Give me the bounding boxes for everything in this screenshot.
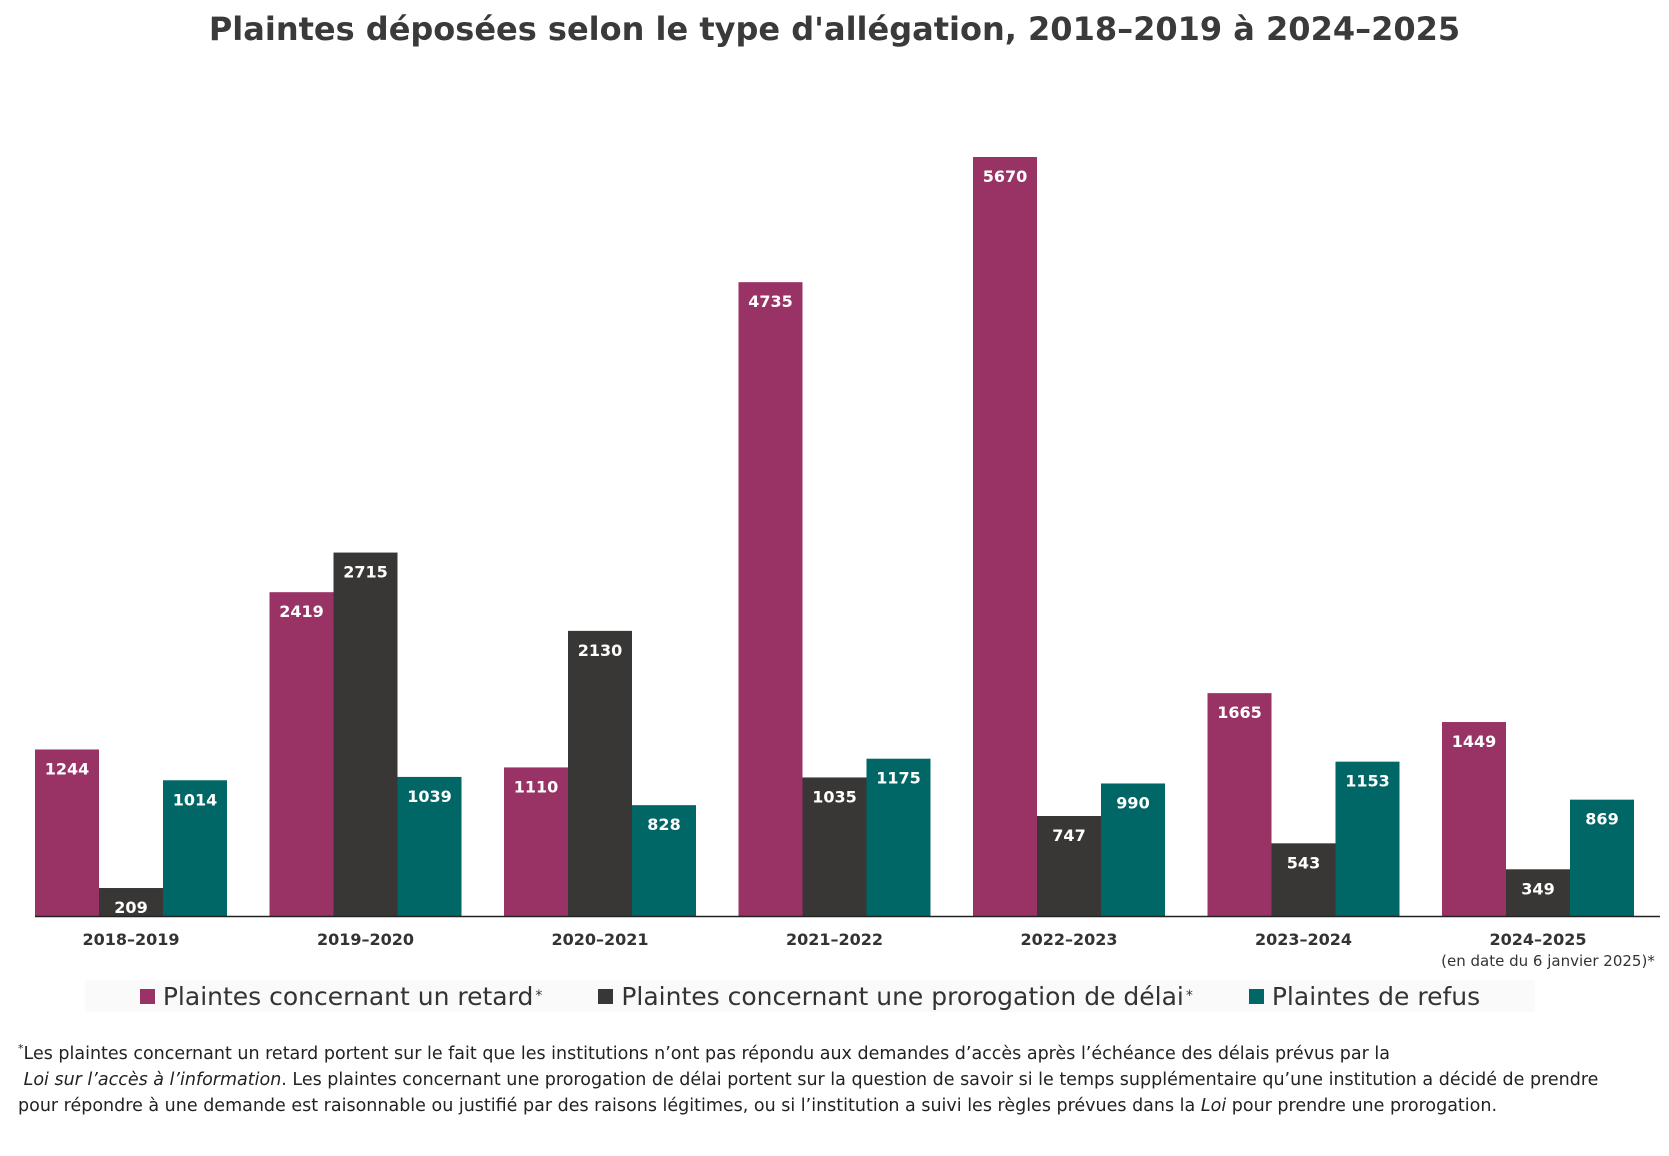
bar-group-1: 2419 2715 1039 [269,552,462,916]
bar-prorogation-6 [1506,869,1570,916]
bar-prorogation-1 [333,552,398,916]
x-tick-label-3: 2021–2022 [786,930,883,949]
bar-label-refus-5: 1153 [1345,772,1390,791]
bar-refus-1 [397,776,462,916]
bar-label-refus-2: 828 [647,815,680,834]
x-tick-label-4: 2022–2023 [1020,930,1117,949]
bar-retard-1 [269,592,334,916]
legend-label-refus: Plaintes de refus [1271,981,1481,1011]
chart-title: Plaintes déposées selon le type d'alléga… [208,10,1461,48]
x-tick-label-1: 2019–2020 [317,930,414,949]
bar-group-0: 1244 209 1014 [35,749,227,917]
legend-swatch-prorogation [598,988,614,1004]
legend-item-refus: Plaintes de refus [1248,981,1481,1011]
bar-prorogation-5 [1271,843,1336,916]
bar-retard-2 [504,767,568,916]
bar-label-retard-2: 1110 [514,777,559,796]
bar-chart: 1244 209 1014 2018–2019 2419 2715 1039 2019–202… [35,157,1660,970]
bar-label-retard-6: 1449 [1452,732,1497,751]
bar-group-3: 4735 1035 1175 [738,282,931,916]
bar-refus-6 [1570,799,1634,916]
bar-refus-0 [163,780,227,916]
bar-retard-0 [35,749,99,916]
footnote-part3: pour prendre une prorogation. [1226,1095,1498,1116]
legend-asterisk-retard: * [535,988,543,1004]
bar-label-prorogation-3: 1035 [812,787,857,806]
bar-label-refus-6: 869 [1585,810,1618,829]
bar-label-prorogation-5: 543 [1287,853,1320,872]
footnote-marker: * [18,1042,24,1055]
x-tick-note-6: (en date du 6 janvier 2025)* [1441,952,1655,970]
bar-label-prorogation-6: 349 [1521,879,1554,898]
bar-label-refus-1: 1039 [407,787,452,806]
x-tick-label-5: 2023–2024 [1255,930,1352,949]
bar-retard-6 [1442,722,1506,916]
bar-label-refus-4: 990 [1116,793,1149,812]
bar-retard-4 [973,157,1037,916]
bar-prorogation-4 [1037,816,1101,916]
bar-label-prorogation-0: 209 [114,898,147,917]
bar-refus-2 [632,805,696,916]
bar-label-retard-5: 1665 [1217,703,1262,722]
bar-prorogation-0 [99,888,163,916]
legend-asterisk-prorogation: * [1185,988,1193,1004]
bar-label-prorogation-4: 747 [1052,826,1085,845]
x-tick-label-6: 2024–2025 [1489,930,1586,949]
bar-refus-5 [1335,761,1400,916]
legend-swatch-refus [1248,988,1264,1004]
bar-retard-5 [1207,693,1272,916]
x-tick-label-0: 2018–2019 [82,930,179,949]
bar-label-retard-4: 5670 [983,167,1028,186]
bar-refus-4 [1101,783,1165,916]
legend-label-prorogation: Plaintes concernant une prorogation de d… [621,981,1184,1011]
bar-retard-3 [738,282,803,916]
bar-label-retard-1: 2419 [279,602,324,621]
bar-label-retard-0: 1244 [45,759,90,778]
legend-item-retard: Plaintes concernant un retard * [139,981,543,1011]
bar-group-4: 5670 747 990 [973,157,1165,916]
footnote-part1: Les plaintes concernant un retard porten… [23,1043,1390,1064]
legend-item-prorogation: Plaintes concernant une prorogation de d… [598,982,1193,1011]
footnote-law-title: Loi sur l’accès à l’information [23,1069,282,1090]
bar-prorogation-2 [568,630,632,916]
legend: Plaintes concernant un retard * Plaintes… [85,980,1535,1012]
bar-group-6: 1449 349 869 [1442,722,1634,916]
footnote: *Les plaintes concernant un retard porte… [18,1036,1638,1119]
bar-label-retard-3: 4735 [748,292,793,311]
bar-group-5: 1665 543 1153 [1207,693,1400,916]
footnote-law-short: Loi [1200,1095,1227,1116]
bar-label-refus-3: 1175 [876,769,921,788]
bar-group-2: 1110 2130 828 [504,630,696,916]
bar-label-prorogation-1: 2715 [343,563,388,582]
legend-swatch-retard [139,988,155,1004]
x-tick-label-2: 2020–2021 [551,930,648,949]
footnote-part2: . Les plaintes concernant une prorogatio… [18,1069,1599,1116]
bar-label-refus-0: 1014 [173,790,218,809]
bar-refus-3 [866,758,931,916]
legend-label-retard: Plaintes concernant un retard [162,981,534,1011]
bar-label-prorogation-2: 2130 [578,641,623,660]
bar-prorogation-3 [802,777,867,916]
